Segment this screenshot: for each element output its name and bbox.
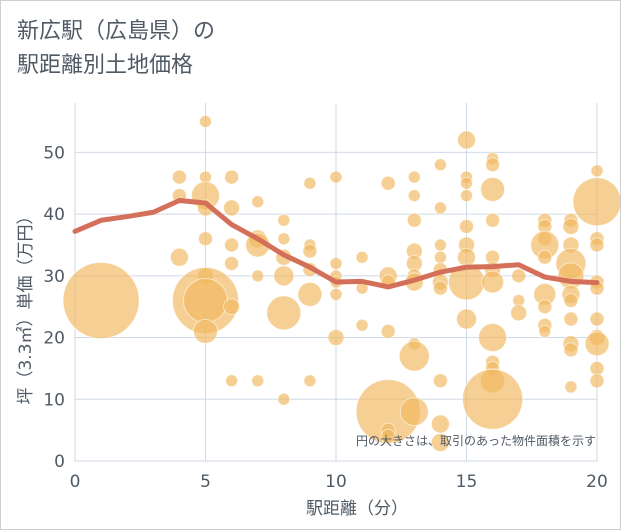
data-bubble <box>225 374 239 388</box>
average-price-line <box>72 198 600 290</box>
data-bubble <box>183 278 228 324</box>
data-bubble <box>303 176 317 190</box>
data-bubble <box>485 212 501 228</box>
data-bubble <box>572 177 620 227</box>
trend-layer <box>72 198 600 290</box>
data-bubble <box>589 237 605 253</box>
data-bubble <box>563 342 579 358</box>
data-bubble <box>380 175 396 191</box>
data-bubble <box>224 237 240 253</box>
data-bubble <box>224 255 240 271</box>
data-bubble <box>433 158 447 172</box>
data-bubble <box>251 269 265 283</box>
data-bubble <box>407 189 421 203</box>
x-tick-label: 15 <box>456 472 478 492</box>
data-bubble <box>563 311 579 327</box>
data-bubble <box>224 169 240 185</box>
data-bubble <box>273 265 295 287</box>
data-bubble <box>478 323 508 353</box>
data-bubble <box>433 238 447 252</box>
data-bubble <box>399 397 429 427</box>
data-bubble <box>589 311 605 327</box>
y-tick-label: 30 <box>43 267 65 287</box>
data-bubble <box>277 232 291 246</box>
x-tick-labels: 0 5 10 15 20 <box>70 472 608 492</box>
data-bubble <box>199 115 212 129</box>
data-bubble <box>584 331 610 357</box>
data-bubble <box>433 250 447 264</box>
data-bubble <box>590 164 604 178</box>
data-bubble <box>485 157 501 173</box>
data-bubble <box>407 170 421 184</box>
data-bubble <box>432 280 448 296</box>
data-bubble <box>303 374 317 388</box>
y-tick-label: 0 <box>54 452 65 472</box>
data-bubble <box>432 373 448 389</box>
data-bubble <box>538 324 552 338</box>
data-bubble <box>460 176 473 190</box>
data-bubble <box>223 199 241 217</box>
data-bubble <box>457 130 476 150</box>
data-bubble <box>266 295 302 331</box>
data-bubble <box>589 373 605 389</box>
data-bubble <box>511 268 527 284</box>
data-bubble <box>456 308 477 330</box>
chart-title: 新広駅（広島県）の 駅距離別土地価格 <box>17 15 215 83</box>
data-bubble <box>329 170 343 184</box>
data-bubble <box>171 169 187 185</box>
data-bubble <box>380 323 396 339</box>
x-tick-label: 0 <box>70 472 81 492</box>
data-bubble <box>62 262 140 340</box>
y-tick-labels: 0 10 20 30 40 50 <box>43 143 65 472</box>
data-bubble <box>563 293 579 309</box>
data-bubble <box>277 213 291 227</box>
data-bubble <box>302 243 318 259</box>
data-bubble <box>459 218 474 234</box>
data-bubble <box>481 270 505 294</box>
x-tick-label: 5 <box>200 472 211 492</box>
data-bubble <box>462 368 524 430</box>
data-bubble <box>355 318 369 332</box>
data-bubble <box>355 250 369 264</box>
data-bubble <box>251 195 265 209</box>
y-tick-label: 20 <box>43 329 65 349</box>
chart-title-line1: 新広駅（広島県）の <box>17 19 216 44</box>
data-bubble <box>564 380 578 394</box>
y-tick-label: 10 <box>43 390 65 410</box>
data-bubble <box>297 281 323 307</box>
data-bubble <box>223 298 241 316</box>
annotation-note: 円の大きさは、取引のあった物件面積を示す <box>356 433 596 448</box>
data-bubble <box>537 299 553 315</box>
y-tick-label: 40 <box>43 205 65 225</box>
data-bubble <box>537 249 553 265</box>
x-axis-title: 駅距離（分） <box>306 499 408 519</box>
data-bubble <box>329 287 343 301</box>
data-bubble <box>329 256 343 270</box>
data-bubble <box>562 217 580 235</box>
data-bubble <box>430 432 450 452</box>
data-bubble <box>430 414 450 434</box>
data-bubble <box>198 231 213 247</box>
bubble-layer <box>62 115 620 452</box>
x-tick-label: 10 <box>325 472 347 492</box>
data-bubble <box>406 212 422 228</box>
data-bubble <box>169 247 189 267</box>
data-bubble <box>193 318 218 344</box>
data-bubble <box>380 428 396 444</box>
y-axis-title: 坪（3.3㎡）単価（万円） <box>16 207 36 404</box>
data-bubble <box>433 201 447 215</box>
data-bubble <box>251 374 265 388</box>
y-tick-label: 50 <box>43 143 65 163</box>
data-bubble <box>327 329 345 347</box>
x-tick-label: 20 <box>586 472 608 492</box>
chart-title-line2: 駅距離別土地価格 <box>17 53 194 78</box>
data-bubble <box>480 176 506 202</box>
data-bubble <box>277 392 291 406</box>
data-bubble <box>398 340 430 372</box>
data-bubble <box>510 304 528 322</box>
data-bubble <box>460 189 473 203</box>
